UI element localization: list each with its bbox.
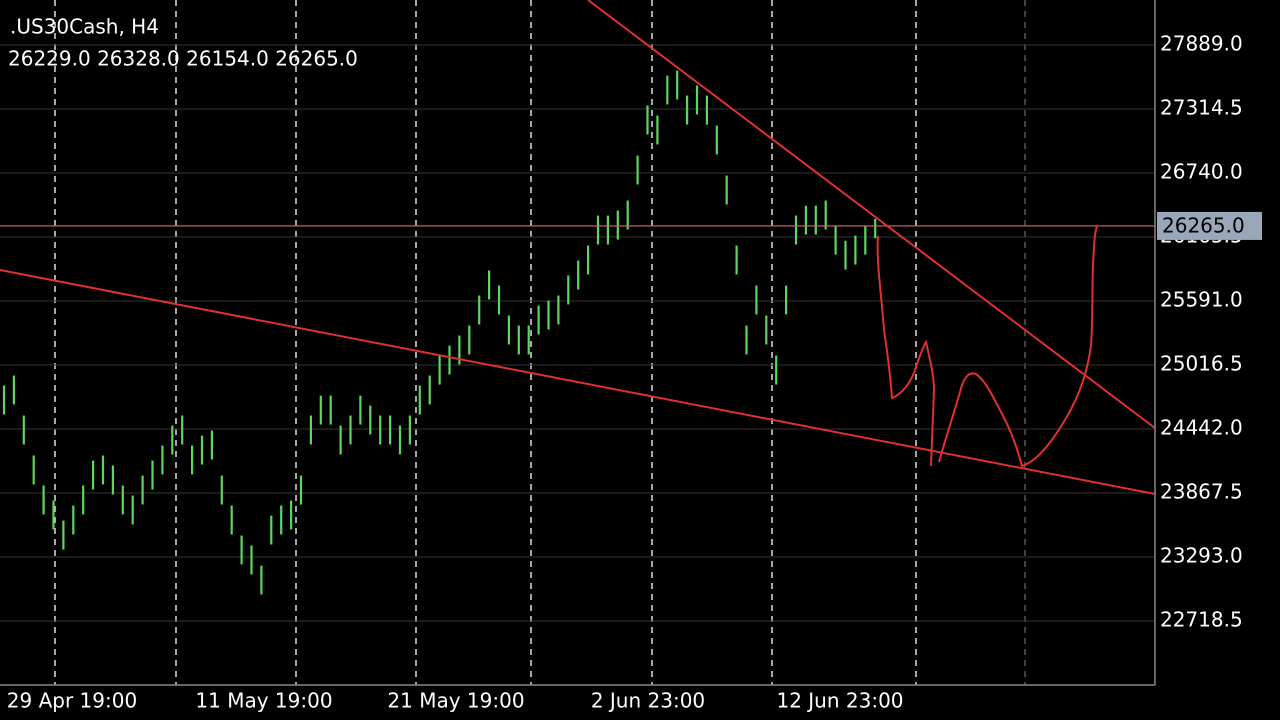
price-bars [0, 70, 1155, 595]
y-tick-label: 27314.5 [1160, 96, 1243, 120]
y-tick-label: 25016.5 [1160, 352, 1243, 376]
y-tick-label: 25591.0 [1160, 288, 1243, 312]
drawings [0, 0, 1156, 495]
x-tick-label: 29 Apr 19:00 [7, 689, 137, 713]
axis-labels: 27889.027314.526740.026165.525591.025016… [7, 32, 1262, 713]
grid [0, 44, 1155, 622]
symbol-title: .US30Cash, H4 [10, 15, 159, 39]
y-tick-label: 24442.0 [1160, 416, 1243, 440]
x-tick-label: 21 May 19:00 [387, 689, 524, 713]
current-price-box [1157, 211, 1262, 240]
y-tick-label: 23293.0 [1160, 544, 1243, 568]
x-tick-label: 12 Jun 23:00 [776, 689, 903, 713]
ohlc-values: 26229.0 26328.0 26154.0 26265.0 [8, 47, 358, 71]
y-tick-label: 27889.0 [1160, 32, 1243, 56]
y-tick-label: 26740.0 [1160, 160, 1243, 184]
current-price-label: 26265.0 [1162, 213, 1245, 237]
x-tick-label: 2 Jun 23:00 [591, 689, 705, 713]
y-tick-label: 23867.5 [1160, 480, 1243, 504]
x-tick-label: 11 May 19:00 [195, 689, 332, 713]
y-tick-label: 22718.5 [1160, 608, 1243, 632]
time-separators [54, 0, 1026, 685]
